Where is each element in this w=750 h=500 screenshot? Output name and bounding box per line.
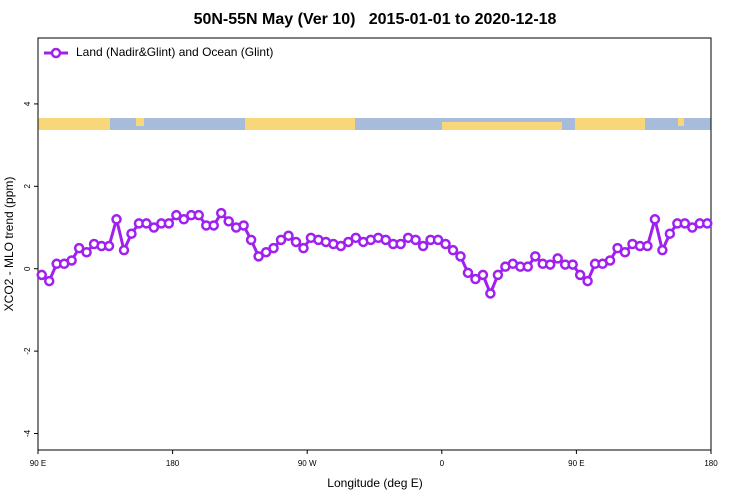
data-point — [111, 214, 122, 225]
x-tick-label: 90 E — [30, 459, 46, 468]
data-point — [36, 269, 47, 281]
data-point — [702, 218, 713, 229]
data-point — [657, 244, 668, 256]
x-tick-label: 180 — [704, 459, 718, 468]
plot-frame — [37, 37, 712, 451]
data-point — [664, 228, 676, 239]
data-point — [126, 228, 137, 239]
data-point — [171, 209, 182, 221]
data-point — [619, 246, 631, 258]
data-point — [492, 269, 504, 281]
data-point — [238, 220, 249, 231]
data-point — [574, 269, 586, 281]
data-point — [567, 259, 578, 270]
data-point — [283, 230, 294, 242]
data-point — [208, 220, 219, 231]
data-point — [462, 267, 474, 279]
data-point — [417, 240, 429, 252]
data-point — [395, 238, 406, 250]
data-point — [485, 288, 496, 299]
data-point — [432, 234, 444, 246]
x-axis-label: Longitude (deg E) — [327, 476, 422, 490]
data-point — [447, 244, 459, 256]
data-point — [73, 242, 85, 254]
data-point — [43, 275, 55, 287]
data-point — [245, 234, 257, 246]
data-point — [253, 251, 264, 262]
data-point — [163, 218, 175, 229]
data-point — [275, 234, 287, 246]
data-point — [530, 251, 541, 262]
y-axis-label: XCO2 - MLO trend (ppm) — [2, 177, 16, 312]
x-tick-label: 0 — [440, 459, 445, 468]
y-tick-label: 0 — [23, 266, 32, 271]
data-point — [81, 246, 92, 258]
data-point — [335, 240, 347, 252]
data-point — [148, 222, 160, 233]
data-point — [380, 234, 391, 246]
land-ocean-band — [38, 118, 711, 130]
data-point — [298, 242, 309, 254]
legend-label: Land (Nadir&Glint) and Ocean (Glint) — [76, 45, 273, 59]
x-tick-label: 90 E — [568, 459, 584, 468]
data-point — [642, 240, 653, 252]
y-tick-label: 4 — [23, 101, 32, 106]
data-point — [470, 273, 481, 285]
data-point — [66, 255, 77, 266]
data-point — [552, 253, 563, 264]
data-point — [268, 242, 279, 254]
data-point — [215, 207, 227, 219]
y-tick-label: -4 — [23, 429, 32, 437]
data-point — [260, 246, 272, 258]
data-point — [118, 244, 130, 256]
data-point — [679, 218, 691, 229]
chart-title: 50N-55N May (Ver 10) 2015-01-01 to 2020-… — [194, 11, 557, 28]
data-point — [604, 255, 616, 266]
legend-marker — [50, 47, 62, 59]
data-point — [612, 242, 623, 254]
data-point — [455, 251, 466, 262]
y-tick-label: -2 — [23, 347, 32, 355]
data-point — [410, 234, 421, 246]
y-tick-label: 2 — [23, 184, 32, 189]
data-point — [223, 216, 234, 227]
x-tick-label: 90 W — [298, 459, 317, 468]
data-point — [687, 222, 698, 233]
data-point — [544, 259, 556, 270]
x-tick-label: 180 — [166, 459, 180, 468]
data-point — [582, 275, 593, 287]
data-point — [178, 214, 190, 225]
data-point — [649, 214, 661, 225]
data-point — [350, 232, 362, 244]
data-point — [477, 269, 489, 281]
data-point — [193, 209, 205, 221]
data-point — [440, 238, 451, 250]
data-point — [103, 240, 115, 252]
data-point — [141, 218, 152, 229]
data-point — [343, 236, 354, 248]
data-point — [522, 261, 534, 272]
data-point — [290, 236, 302, 248]
